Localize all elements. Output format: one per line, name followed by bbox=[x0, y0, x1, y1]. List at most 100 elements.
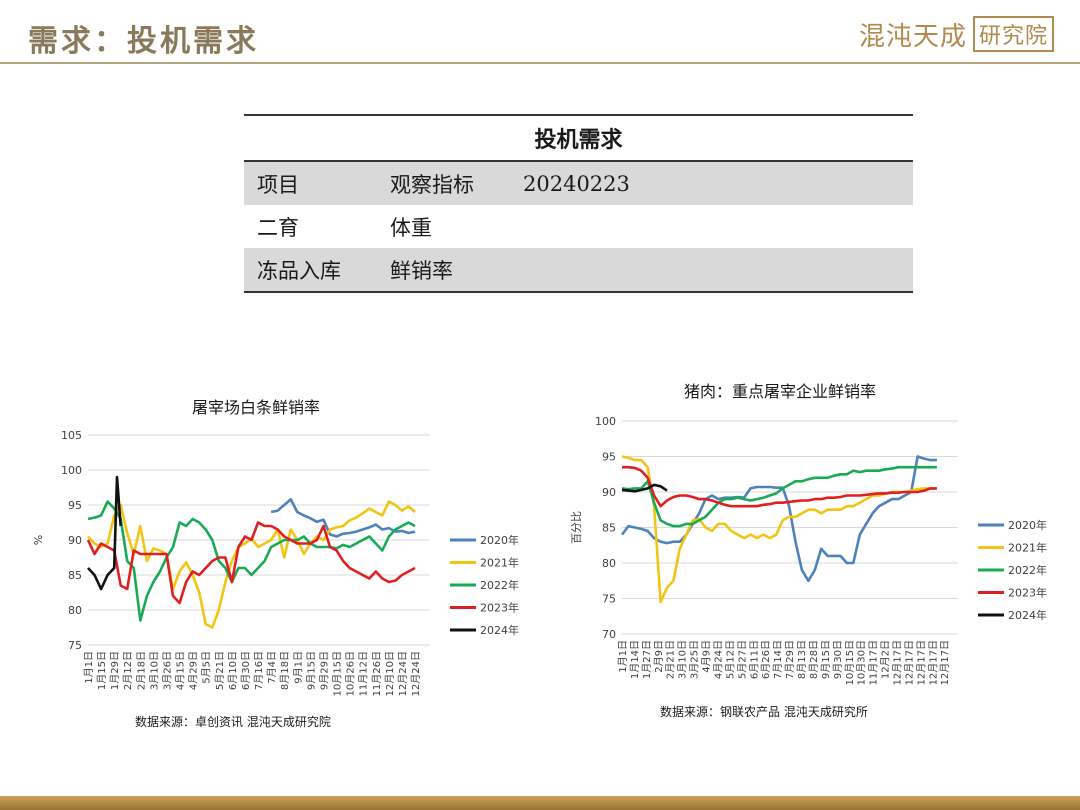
y-tick-label: 95 bbox=[68, 499, 82, 512]
x-tick-label: 4月29日 bbox=[188, 651, 200, 690]
series-line bbox=[87, 500, 416, 622]
x-tick-label: 4月15日 bbox=[175, 651, 187, 690]
x-tick-label: 8月13日 bbox=[796, 640, 808, 679]
x-tick-label: 2月12日 bbox=[122, 651, 134, 690]
source-left: 数据来源：卓创资讯 混沌天成研究院 bbox=[135, 715, 331, 729]
table-row: 项目 观察指标 20240223 bbox=[244, 161, 913, 205]
y-tick-label: 75 bbox=[602, 593, 616, 606]
y-tick-label: 85 bbox=[68, 569, 82, 582]
legend-label: 2024年 bbox=[1008, 608, 1047, 622]
legend-label: 2020年 bbox=[480, 533, 519, 547]
chart-title-right: 猪肉：重点屠宰企业鲜销率 bbox=[684, 382, 877, 401]
x-tick-label: 12月10日 bbox=[384, 651, 396, 696]
x-tick-label: 3月10日 bbox=[677, 640, 689, 679]
x-tick-label: 12月17日 bbox=[927, 640, 939, 685]
x-tick-label: 6月30日 bbox=[240, 651, 252, 690]
table-row: 冻品入库 鲜销率 bbox=[244, 248, 913, 293]
x-tick-label: 3月26日 bbox=[161, 651, 173, 690]
x-tick-label: 12月17日 bbox=[891, 640, 903, 685]
x-tick-label: 12月2日 bbox=[880, 640, 892, 679]
x-tick-label: 9月15日 bbox=[820, 640, 832, 679]
table-cell: 冻品入库 bbox=[244, 248, 377, 293]
x-tick-label: 11月12日 bbox=[358, 651, 370, 696]
x-tick-label: 1月15日 bbox=[96, 651, 108, 690]
x-tick-label: 1月29日 bbox=[109, 651, 121, 690]
source-right: 数据来源：钢联农产品 混沌天成研究所 bbox=[660, 705, 868, 719]
x-tick-label: 6月11日 bbox=[748, 640, 760, 679]
x-tick-label: 4月24日 bbox=[712, 640, 724, 679]
y-tick-label: 100 bbox=[595, 415, 616, 428]
header-divider bbox=[0, 62, 1080, 64]
legend-label: 2021年 bbox=[1008, 541, 1047, 555]
legend-label: 2022年 bbox=[1008, 563, 1047, 577]
x-tick-label: 12月24日 bbox=[397, 651, 409, 696]
x-tick-label: 2月21日 bbox=[665, 640, 677, 679]
legend-label: 2020年 bbox=[1008, 518, 1047, 532]
y-tick-label: 105 bbox=[61, 429, 82, 442]
y-tick-label: 80 bbox=[68, 604, 82, 617]
x-tick-label: 9月15日 bbox=[305, 651, 317, 690]
x-tick-label: 1月27日 bbox=[641, 640, 653, 679]
x-tick-label: 12月17日 bbox=[939, 640, 951, 685]
x-tick-label: 3月10日 bbox=[148, 651, 160, 690]
y-axis-label: % bbox=[32, 535, 45, 545]
y-tick-label: 85 bbox=[602, 522, 616, 535]
table-cell: 鲜销率 bbox=[377, 248, 510, 293]
x-tick-label: 1月1日 bbox=[83, 651, 95, 684]
table-cell: 20240223 bbox=[510, 161, 913, 205]
y-tick-label: 90 bbox=[602, 486, 616, 499]
legend-label: 2023年 bbox=[480, 601, 519, 615]
series-line bbox=[621, 465, 937, 528]
legend-label: 2023年 bbox=[1008, 586, 1047, 600]
series-line bbox=[86, 521, 416, 605]
x-tick-label: 8月18日 bbox=[279, 651, 291, 690]
x-tick-label: 7月4日 bbox=[266, 651, 278, 684]
table-cell: 二育 bbox=[257, 215, 299, 240]
legend-label: 2024年 bbox=[480, 623, 519, 637]
x-tick-label: 7月29日 bbox=[784, 640, 796, 679]
y-tick-label: 100 bbox=[61, 464, 82, 477]
x-tick-label: 4月9日 bbox=[701, 640, 713, 673]
x-tick-label: 5月5日 bbox=[201, 651, 213, 684]
table-row: 二育 体重 bbox=[244, 205, 913, 248]
x-tick-label: 10月30日 bbox=[856, 640, 868, 685]
x-tick-label: 1月14日 bbox=[629, 640, 641, 679]
page-title: 需求：投机需求 bbox=[28, 24, 259, 59]
speculative-demand-table: 投机需求 项目 观察指标 20240223 二育 体重 冻品入库 鲜销率 bbox=[244, 114, 913, 293]
x-tick-label: 12月24日 bbox=[410, 651, 422, 696]
footer-bar bbox=[0, 796, 1080, 810]
x-tick-label: 10月26日 bbox=[345, 651, 357, 696]
x-tick-label: 10月15日 bbox=[332, 651, 344, 696]
company-logo: 混沌天成 研究院 bbox=[859, 14, 1054, 54]
series-line bbox=[622, 465, 937, 508]
series-line bbox=[621, 483, 668, 493]
x-tick-label: 12月17日 bbox=[915, 640, 927, 685]
chart-left: 75 80 85 90 95 100 105% 1月1日 1月15日 1月29日 2月12日 2月18… bbox=[32, 429, 519, 696]
chart-right: 70 75 80 85 90 95 100 百分比 1月1日 1月14日 1月27日 2月9日 2月21… bbox=[570, 415, 1047, 685]
x-tick-label: 5月27日 bbox=[736, 640, 748, 679]
x-tick-label: 11月26日 bbox=[371, 651, 383, 696]
series-line bbox=[621, 455, 937, 604]
x-tick-label: 6月10日 bbox=[227, 651, 239, 690]
y-axis-label: 百分比 bbox=[570, 511, 583, 544]
x-tick-label: 3月25日 bbox=[689, 640, 701, 679]
x-tick-label: 6月26日 bbox=[760, 640, 772, 679]
x-tick-label: 2月9日 bbox=[653, 640, 665, 673]
y-tick-label: 90 bbox=[68, 534, 82, 547]
legend-label: 2022年 bbox=[480, 578, 519, 592]
table-cell bbox=[510, 205, 913, 248]
x-tick-label: 2月18日 bbox=[135, 651, 147, 690]
series-line bbox=[620, 455, 937, 583]
x-tick-label: 10月15日 bbox=[844, 640, 856, 685]
y-tick-label: 70 bbox=[602, 628, 616, 641]
x-tick-label: 5月12日 bbox=[724, 640, 736, 679]
x-tick-label: 11月17日 bbox=[868, 640, 880, 685]
x-tick-label: 8月28日 bbox=[808, 640, 820, 679]
table-cell bbox=[510, 248, 913, 293]
x-tick-label: 5月21日 bbox=[214, 651, 226, 690]
x-tick-label: 1月1日 bbox=[617, 640, 629, 673]
x-tick-label: 9月1日 bbox=[292, 651, 304, 684]
y-tick-label: 95 bbox=[602, 451, 616, 464]
table-cell: 项目 bbox=[244, 161, 377, 205]
y-tick-label: 80 bbox=[602, 557, 616, 570]
